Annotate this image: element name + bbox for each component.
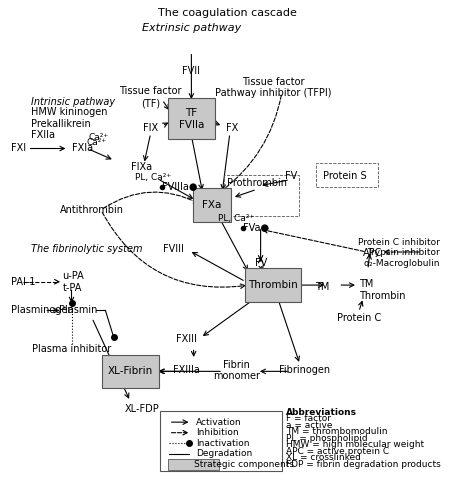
Text: Prothrombin: Prothrombin	[227, 178, 287, 188]
Text: FXIa: FXIa	[72, 143, 92, 152]
Text: Fibrin
monomer: Fibrin monomer	[213, 360, 260, 381]
Text: PL = phospholipid: PL = phospholipid	[286, 434, 368, 443]
FancyBboxPatch shape	[160, 411, 282, 471]
Text: Protein C: Protein C	[337, 313, 381, 322]
Text: FXI: FXI	[11, 143, 27, 152]
Text: FIXa: FIXa	[131, 162, 152, 172]
Text: FX: FX	[226, 123, 238, 134]
Text: XL = crosslinked: XL = crosslinked	[286, 453, 361, 462]
Text: Protein S: Protein S	[323, 171, 367, 181]
Text: Plasminogen: Plasminogen	[11, 306, 74, 316]
Text: Ca²⁺: Ca²⁺	[89, 134, 109, 142]
Text: Plasmin: Plasmin	[59, 306, 98, 316]
Text: FXIIIa: FXIIIa	[173, 365, 201, 375]
Text: PAI-1: PAI-1	[11, 277, 36, 287]
Text: Inactivation: Inactivation	[196, 439, 249, 448]
Text: FVIIIa●: FVIIIa●	[162, 182, 197, 192]
Text: TM: TM	[315, 281, 330, 292]
FancyBboxPatch shape	[168, 98, 215, 139]
Text: F = factor: F = factor	[286, 415, 331, 423]
Text: FV: FV	[285, 171, 297, 181]
Text: FXIII: FXIII	[176, 334, 197, 344]
Text: XL-Fibrin: XL-Fibrin	[108, 366, 153, 376]
Text: HMW = high molecular weight: HMW = high molecular weight	[286, 440, 425, 449]
Text: Thrombin: Thrombin	[248, 280, 298, 290]
Text: Intrinsic pathway: Intrinsic pathway	[31, 97, 115, 107]
Text: Degradation: Degradation	[196, 449, 252, 458]
Text: TM
Thrombin: TM Thrombin	[359, 279, 405, 301]
Text: FVa●: FVa●	[243, 223, 269, 233]
Text: Fibrinogen: Fibrinogen	[279, 365, 330, 375]
Text: FDP = fibrin degradation products: FDP = fibrin degradation products	[286, 460, 441, 469]
Text: FIX: FIX	[143, 123, 158, 134]
Text: Antithrombin: Antithrombin	[60, 205, 124, 215]
Text: Ca²⁺: Ca²⁺	[86, 138, 107, 147]
Text: APC: APC	[363, 248, 382, 258]
Text: u-PA
t-PA: u-PA t-PA	[63, 271, 84, 293]
Text: APC = active protein C: APC = active protein C	[286, 447, 390, 455]
Text: Tissue factor
(TF): Tissue factor (TF)	[119, 86, 182, 108]
Text: PL, Ca²⁺: PL, Ca²⁺	[135, 173, 171, 182]
FancyBboxPatch shape	[168, 458, 219, 470]
Text: Plasma inhibitor: Plasma inhibitor	[32, 344, 111, 354]
Text: Inhibition: Inhibition	[196, 428, 238, 437]
Text: Strategic components: Strategic components	[194, 460, 294, 469]
Text: The fibrinolytic system: The fibrinolytic system	[31, 244, 142, 254]
FancyBboxPatch shape	[102, 355, 159, 388]
Text: FV: FV	[255, 257, 268, 268]
Text: TF
FVIIa: TF FVIIa	[179, 108, 204, 130]
Text: The coagulation cascade: The coagulation cascade	[158, 8, 297, 18]
Text: Protein C inhibitor
Trypsin inhibitor
α₂-Macroglobulin: Protein C inhibitor Trypsin inhibitor α₂…	[358, 238, 440, 268]
Text: Extrinsic pathway: Extrinsic pathway	[142, 23, 241, 33]
Text: Tissue factor
Pathway inhibitor (TFPI): Tissue factor Pathway inhibitor (TFPI)	[215, 77, 331, 98]
Text: Activation: Activation	[196, 417, 242, 427]
FancyBboxPatch shape	[245, 268, 301, 302]
Text: TM = thrombomodulin: TM = thrombomodulin	[286, 427, 388, 436]
Text: Abbreviations: Abbreviations	[286, 408, 357, 417]
Text: FXa: FXa	[202, 200, 221, 210]
Text: FVII: FVII	[182, 66, 201, 76]
Text: HMW kininogen
Prekallikrein
FXIIa: HMW kininogen Prekallikrein FXIIa	[31, 107, 107, 140]
Text: FVIII: FVIII	[163, 244, 184, 254]
Text: PL, Ca²⁺: PL, Ca²⁺	[218, 214, 254, 223]
FancyBboxPatch shape	[192, 188, 231, 222]
Text: XL-FDP: XL-FDP	[124, 404, 159, 414]
Text: a = active: a = active	[286, 421, 333, 430]
